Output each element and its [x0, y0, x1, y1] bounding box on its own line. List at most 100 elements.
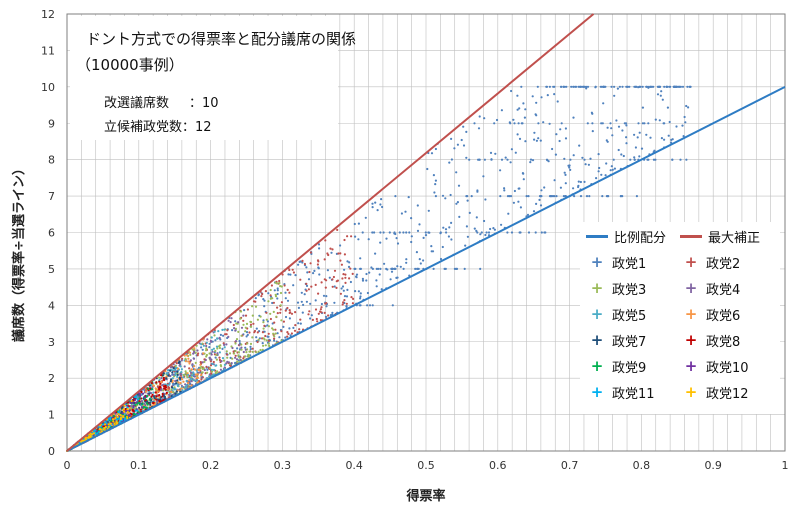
data-point [89, 434, 92, 437]
data-point [266, 320, 269, 323]
data-point [188, 362, 191, 365]
data-point [553, 179, 556, 182]
data-point [201, 367, 204, 371]
data-point [565, 85, 568, 88]
data-point [551, 147, 554, 151]
param-parties-sep: ： [182, 120, 196, 135]
data-point [201, 361, 204, 364]
data-point [333, 301, 336, 304]
data-point [254, 297, 257, 300]
data-point [265, 311, 268, 314]
data-point [237, 351, 240, 354]
data-point [492, 227, 495, 230]
data-point [154, 387, 157, 390]
data-point [174, 364, 177, 368]
data-point [158, 378, 161, 381]
data-point [476, 189, 479, 192]
data-point [186, 376, 189, 379]
data-point [260, 295, 263, 298]
data-point [503, 189, 506, 192]
data-point [160, 377, 163, 380]
legend-marker-plus: + [590, 253, 604, 271]
data-point [233, 327, 236, 330]
data-point [352, 297, 355, 300]
data-point [610, 165, 613, 168]
data-point [262, 319, 265, 322]
data-point [460, 138, 463, 142]
data-point [344, 281, 347, 284]
data-point [215, 358, 218, 361]
data-point [196, 373, 199, 376]
data-point [242, 323, 245, 326]
data-point [191, 374, 194, 377]
data-point [290, 332, 293, 335]
data-point [361, 277, 364, 280]
data-point [96, 432, 99, 435]
data-point [681, 124, 684, 127]
data-point [447, 235, 450, 238]
data-point [205, 349, 208, 352]
data-point [638, 85, 641, 88]
data-point [613, 94, 616, 97]
data-point [105, 424, 108, 427]
data-point [276, 282, 279, 285]
data-point [612, 158, 615, 161]
data-point [448, 226, 451, 229]
data-point [382, 231, 385, 234]
data-point [165, 391, 168, 394]
data-point [495, 118, 499, 122]
data-point [602, 102, 605, 105]
data-point [234, 342, 237, 345]
data-point [678, 85, 681, 88]
data-point [220, 360, 223, 363]
data-point [246, 342, 249, 345]
data-point [276, 297, 279, 300]
data-point [169, 369, 172, 372]
data-point [634, 146, 638, 149]
data-point [173, 369, 176, 372]
data-point [620, 153, 623, 156]
data-point [238, 356, 241, 359]
data-point [313, 269, 316, 272]
data-point [183, 354, 186, 357]
data-point [396, 242, 400, 245]
data-point [139, 408, 142, 411]
data-point [273, 289, 276, 292]
data-point [611, 168, 614, 171]
data-point [616, 87, 620, 90]
data-point [380, 198, 383, 201]
data-point [453, 147, 456, 150]
data-point [527, 195, 530, 198]
data-point [113, 422, 116, 425]
data-point [336, 279, 339, 282]
data-point [341, 277, 344, 280]
data-point [379, 267, 382, 270]
data-point [683, 115, 686, 119]
data-point [303, 262, 306, 266]
legend-label: 政党11 [612, 386, 655, 402]
data-point [579, 180, 583, 184]
data-point [368, 271, 371, 274]
data-point [512, 118, 515, 121]
data-point [564, 127, 568, 130]
data-point [138, 393, 141, 396]
data-point [239, 358, 242, 362]
legend: 比例配分 最大補正 + 政党1 + 政党2 + 政党3 + 政党4 + 政党5 + 政党6 + 政党7 + 政… [580, 222, 780, 414]
data-point [375, 285, 378, 288]
data-point [181, 378, 184, 381]
data-point [234, 349, 237, 353]
data-point [135, 404, 139, 407]
data-point [263, 324, 266, 327]
data-point [166, 388, 169, 391]
data-point [339, 252, 342, 255]
data-point [220, 365, 223, 368]
data-point [91, 433, 94, 436]
data-point [249, 323, 253, 326]
y-axis-title: 議席数（得票率÷当選ライン） [11, 162, 27, 342]
data-point [135, 401, 138, 404]
legend-line-proportional: 比例配分 [586, 226, 666, 246]
data-point [599, 85, 602, 88]
data-point [652, 85, 655, 88]
data-point [226, 329, 229, 332]
param-seats-value: 10 [202, 96, 219, 111]
